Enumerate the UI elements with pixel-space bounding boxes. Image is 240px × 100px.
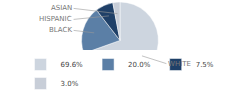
svg-text:BLACK: BLACK xyxy=(49,26,72,34)
svg-text:3.0%: 3.0% xyxy=(61,80,79,88)
svg-text:20.0%: 20.0% xyxy=(128,61,151,69)
svg-text:HISPANIC: HISPANIC xyxy=(39,15,72,23)
svg-text:ASIAN: ASIAN xyxy=(51,4,72,12)
svg-text:69.6%: 69.6% xyxy=(61,61,84,69)
svg-text:WHITE: WHITE xyxy=(168,60,191,68)
svg-text:7.5%: 7.5% xyxy=(196,61,214,69)
